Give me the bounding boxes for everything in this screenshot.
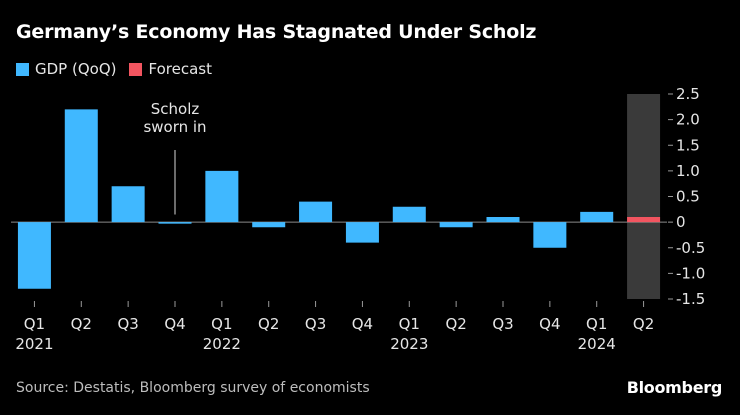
y-tick-label-3: 1.0 [676,162,700,180]
legend-item-forecast: Forecast [129,60,212,78]
year-label-2: 2023 [390,335,428,353]
legend-swatch-forecast [129,62,143,76]
y-tick-label-0: 2.5 [676,85,700,103]
x-tick-label-13: Q2 [633,315,654,333]
annotation-text-0: Scholz [151,100,200,118]
x-tick-label-1: Q2 [71,315,92,333]
gdp-bar-12 [580,211,614,223]
year-label-1: 2022 [203,335,241,353]
x-tick-label-4: Q1 [211,315,232,333]
y-tick-label-5: 0 [676,213,686,231]
x-tick-label-3: Q4 [164,315,185,333]
legend: GDP (QoQ) Forecast [16,60,225,78]
x-tick-label-10: Q3 [492,315,513,333]
forecast-shade [627,94,661,299]
y-tick-label-6: -0.5 [676,239,705,257]
y-tick-label-4: 0.5 [676,188,700,206]
gdp-bar-9 [439,222,473,228]
annotation-text-1: sworn in [143,118,206,136]
y-tick-label-1: 2.0 [676,111,700,129]
year-label-0: 2021 [15,335,53,353]
y-tick-label-8: -1.5 [676,290,705,308]
gdp-bar-4 [205,170,239,223]
chart-title: Germany’s Economy Has Stagnated Under Sc… [16,21,537,43]
x-tick-label-7: Q4 [352,315,373,333]
y-tick-label-7: -1.0 [676,264,705,282]
bloomberg-logo: Bloomberg [626,378,723,397]
gdp-bar-1 [64,109,98,223]
x-tick-label-5: Q2 [258,315,279,333]
gdp-bar-11 [533,222,567,248]
gdp-bar-6 [299,201,333,223]
x-tick-label-2: Q3 [117,315,138,333]
forecast-bar-13 [627,217,661,223]
x-tick-label-9: Q2 [445,315,466,333]
gdp-bar-3 [158,222,192,224]
legend-item-gdp: GDP (QoQ) [16,60,116,78]
gdp-bar-7 [345,222,379,243]
x-tick-label-12: Q1 [586,315,607,333]
gdp-bar-5 [252,222,286,228]
legend-swatch-gdp [16,62,29,76]
x-tick-label-11: Q4 [539,315,560,333]
x-tick-label-8: Q1 [399,315,420,333]
y-tick-label-2: 1.5 [676,136,700,154]
legend-label-gdp: GDP (QoQ) [35,60,117,78]
gdp-bar-8 [392,206,426,223]
x-tick-label-6: Q3 [305,315,326,333]
legend-label-forecast: Forecast [148,60,212,78]
gdp-bar-10 [486,217,520,223]
gdp-bar-0 [17,222,51,289]
source-note: Source: Destatis, Bloomberg survey of ec… [16,380,370,396]
gdp-bar-2 [111,186,145,223]
x-tick-label-0: Q1 [24,315,45,333]
year-label-3: 2024 [578,335,616,353]
